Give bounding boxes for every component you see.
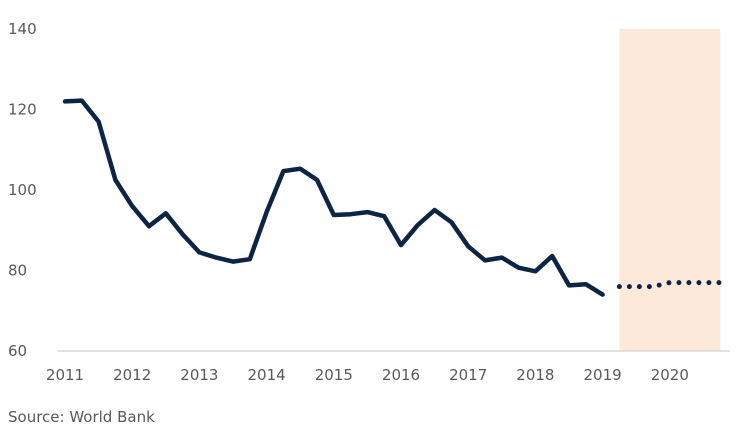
x-tick-label: 2017 (449, 366, 487, 384)
x-tick-label: 2013 (180, 366, 218, 384)
x-tick-label: 2011 (46, 366, 84, 384)
x-tick-label: 2012 (113, 366, 151, 384)
y-tick-label: 100 (8, 181, 37, 199)
forecast-series-line (616, 280, 723, 290)
x-tick-labels: 2011 2012 2013 2014 2015 2016 2017 2018 2019 2020 (46, 366, 689, 384)
x-tick-label: 2019 (584, 366, 622, 384)
x-tick-label: 2014 (248, 366, 286, 384)
forecast-band-layer (619, 29, 721, 351)
x-tick-label: 2018 (516, 366, 554, 384)
y-tick-labels: 60 80 100 120 140 (8, 20, 37, 360)
forecast-band (619, 29, 721, 351)
source-note: Source: World Bank (8, 408, 155, 426)
x-tick-label: 2020 (651, 366, 689, 384)
x-tick-label: 2015 (315, 366, 353, 384)
y-tick-label: 80 (8, 262, 27, 280)
series-layer (62, 98, 723, 297)
y-tick-label: 140 (8, 20, 37, 38)
y-tick-label: 60 (8, 342, 27, 360)
historical-series-line (62, 98, 605, 297)
x-tick-label: 2016 (382, 366, 420, 384)
y-tick-label: 120 (8, 101, 37, 119)
